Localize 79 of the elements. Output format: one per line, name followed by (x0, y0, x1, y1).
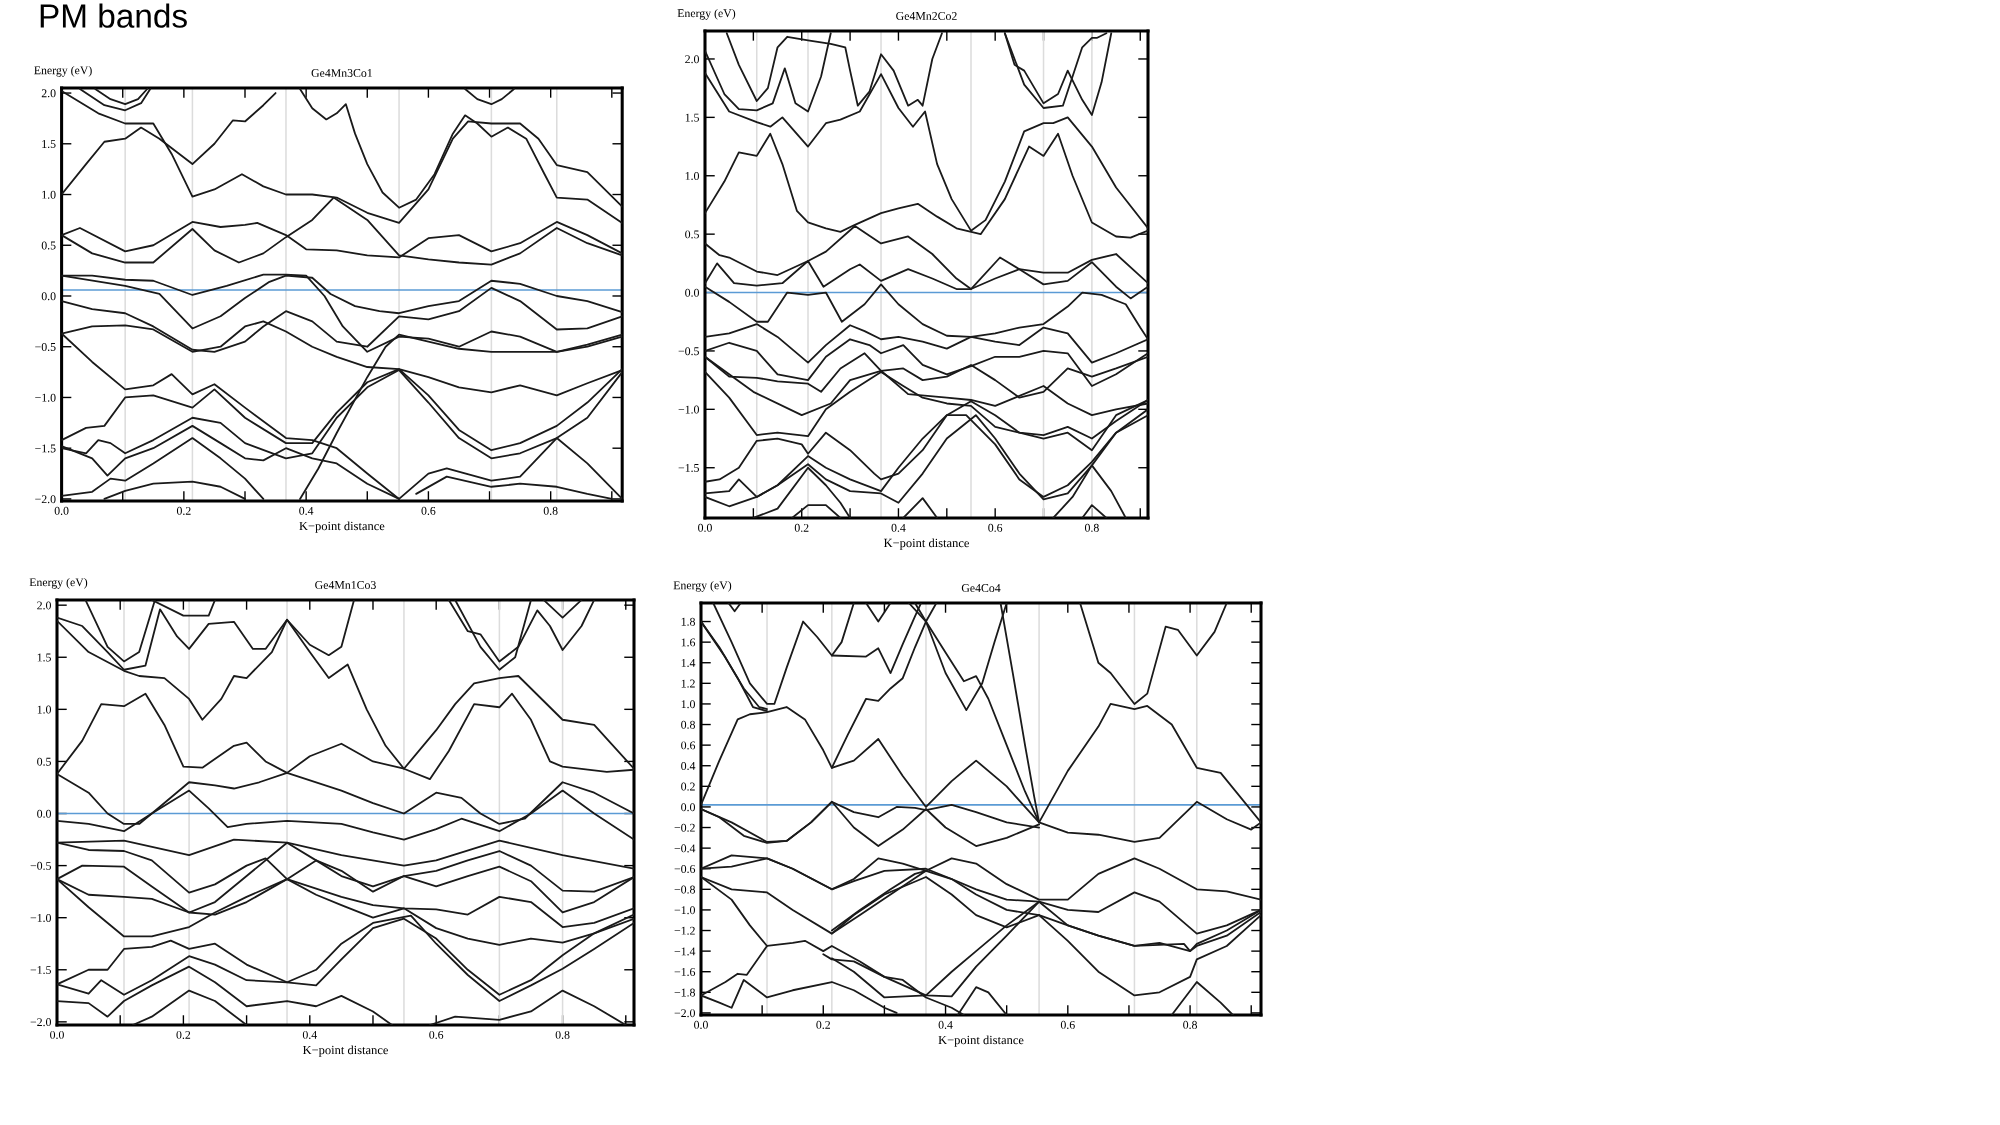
text: PM bands (40, 3, 187, 28)
x-tick-label: 0.6 (421, 506, 436, 515)
x-tick-label: 0.4 (299, 506, 314, 515)
y-axis-title: Energy (eV) (34, 65, 92, 77)
y-tick-label: −0.6 (674, 864, 696, 873)
x-tick-label: 0.2 (816, 1020, 830, 1029)
y-tick-label: −2.0 (674, 1009, 695, 1018)
chart-title: Ge4Mn3Co1 (311, 69, 373, 77)
x-axis-title: K−point distance (302, 1045, 388, 1057)
y-axis-title: Energy (eV) (29, 577, 88, 589)
y-axis-title: Energy (eV) (673, 580, 732, 592)
y-tick-label: 0.2 (681, 782, 695, 791)
y-tick-label: −2.0 (30, 1018, 51, 1027)
y-tick-label: 1.6 (681, 638, 696, 647)
x-tick-label: 0.4 (891, 523, 906, 532)
y-tick-label: −0.5 (35, 342, 56, 351)
x-tick-label: 0.4 (938, 1020, 953, 1029)
x-tick-label: 0.0 (694, 1020, 708, 1029)
y-tick-label: 2.0 (41, 89, 56, 98)
y-tick-label: 0.8 (681, 720, 695, 729)
x-tick-label: 0.2 (794, 523, 809, 532)
x-tick-label: 0.6 (1060, 1020, 1075, 1029)
y-tick-label: −1.6 (674, 968, 696, 976)
y-tick-label: 0.0 (685, 288, 699, 297)
y-tick-label: 0.4 (681, 761, 696, 770)
y-tick-label: 1.0 (685, 172, 699, 181)
y-tick-label: −0.4 (674, 844, 696, 853)
chart-title: Ge4Mn2Co2 (896, 12, 957, 20)
y-tick-label: −2.0 (35, 495, 56, 504)
y-tick-label: −1.0 (35, 393, 56, 402)
x-tick-label: 0.4 (302, 1030, 317, 1039)
y-tick-label: −1.0 (30, 913, 51, 922)
y-tick-label: −1.8 (674, 988, 695, 997)
y-tick-label: 1.0 (42, 190, 56, 199)
x-axis-title: K−point distance (883, 538, 969, 550)
x-tick-label: 0.0 (54, 506, 69, 515)
y-tick-label: 0.0 (41, 292, 56, 301)
y-tick-label: 2.0 (37, 601, 51, 610)
x-tick-label: 0.6 (988, 523, 1003, 532)
x-tick-label: 0.6 (429, 1030, 444, 1039)
x-tick-label: 0.2 (176, 506, 191, 515)
y-tick-label: 1.0 (37, 705, 51, 714)
y-axis-title: Energy (eV) (677, 8, 736, 20)
x-tick-label: 0.8 (555, 1030, 570, 1039)
y-tick-label: −0.5 (678, 347, 699, 356)
y-tick-label: −1.0 (678, 405, 699, 414)
y-tick-label: −1.5 (30, 966, 51, 975)
y-tick-label: −1.0 (674, 906, 695, 915)
y-tick-label: 0.6 (681, 741, 696, 750)
x-tick-label: 0.2 (176, 1030, 191, 1039)
x-tick-label: 0.0 (698, 523, 712, 532)
y-tick-label: −1.5 (35, 444, 56, 453)
y-tick-label: −0.5 (30, 861, 51, 870)
y-tick-label: −0.2 (674, 823, 695, 832)
y-tick-label: 1.0 (681, 700, 695, 709)
x-axis-title: K−point distance (938, 1035, 1024, 1047)
y-tick-label: 1.5 (37, 653, 51, 662)
chart-title: Ge4Co4 (961, 584, 1001, 593)
y-tick-label: −1.2 (674, 926, 695, 935)
y-tick-label: 1.2 (681, 679, 695, 688)
y-tick-label: 2.0 (685, 55, 699, 64)
y-tick-label: 1.5 (42, 140, 56, 149)
y-tick-label: 0.5 (685, 230, 699, 239)
y-tick-label: 1.5 (685, 113, 699, 122)
y-tick-label: −1.5 (678, 464, 699, 472)
chart-title: Ge4Mn1Co3 (315, 581, 376, 589)
x-axis-title: K−point distance (299, 521, 385, 533)
x-tick-label: 0.8 (1183, 1020, 1198, 1029)
y-tick-label: 0.0 (681, 803, 695, 812)
y-tick-label: 1.8 (681, 617, 695, 626)
y-tick-label: 0.5 (37, 757, 51, 766)
x-tick-label: 0.8 (543, 506, 558, 515)
y-tick-label: 1.4 (681, 659, 696, 667)
x-tick-label: 0.8 (1084, 523, 1099, 532)
y-tick-label: −1.4 (674, 947, 696, 956)
y-tick-label: 0.0 (37, 809, 51, 818)
y-tick-label: 0.5 (41, 241, 56, 250)
x-tick-label: 0.0 (50, 1030, 64, 1039)
y-tick-label: −0.8 (674, 885, 695, 894)
